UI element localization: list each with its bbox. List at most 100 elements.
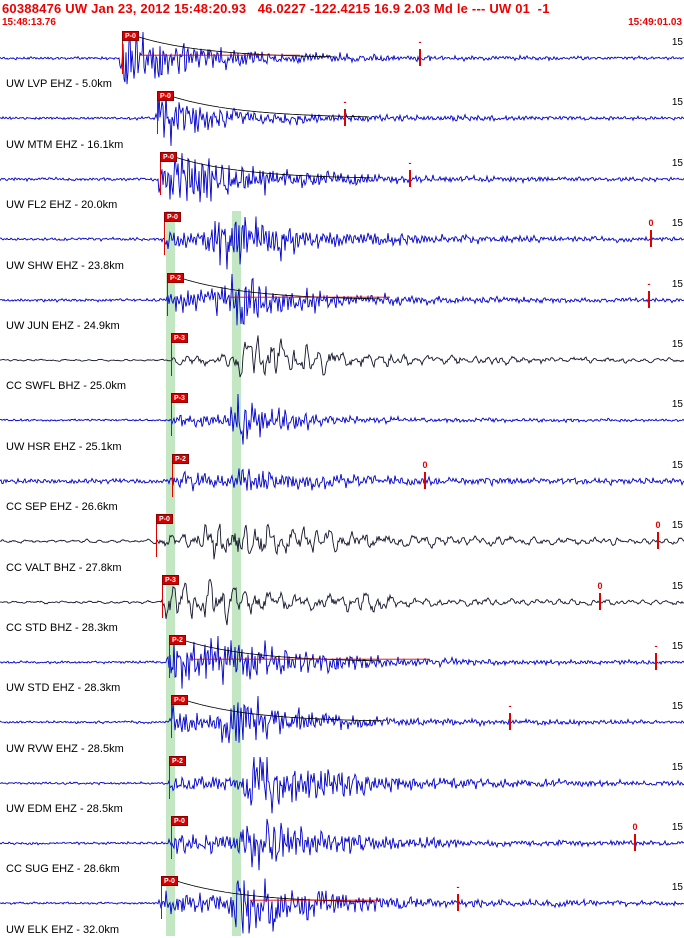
p-pick-flag[interactable]: P-3: [171, 393, 188, 404]
arrival-window-band: [166, 271, 175, 332]
waveform[interactable]: [0, 815, 684, 875]
coda-pick-label: 0: [422, 459, 428, 470]
waveform[interactable]: [0, 392, 684, 452]
station-label: UW STD EHZ - 28.3km: [6, 682, 121, 695]
row-time-label: 15: [671, 338, 683, 350]
waveform[interactable]: [0, 694, 684, 754]
seismogram-trace-row[interactable]: P-0 - UW MTM EHZ - 16.1km 15: [0, 90, 684, 151]
arrival-window-band: [166, 694, 175, 755]
seismogram-trace-row[interactable]: P-0 0 CC VALT BHZ - 27.8km 15: [0, 513, 684, 574]
p-pick-flag[interactable]: P-3: [171, 332, 188, 343]
p-pick-flag[interactable]: P-0: [157, 91, 174, 102]
coda-pick-mark[interactable]: [599, 592, 601, 610]
p-pick-flag[interactable]: P-0: [156, 514, 173, 525]
coda-pick-mark[interactable]: [509, 713, 511, 731]
row-time-label: 15: [671, 822, 683, 834]
coda-pick-mark[interactable]: [655, 652, 657, 670]
row-time-label: 15: [671, 520, 683, 532]
coda-pick-label: 0: [648, 218, 654, 229]
station-label: UW RVW EHZ - 28.5km: [6, 742, 124, 755]
waveform[interactable]: [0, 151, 684, 211]
seismogram-trace-row[interactable]: P-0 0 CC SUG EHZ - 28.6km 15: [0, 815, 684, 876]
p-pick-flag[interactable]: P-2: [169, 755, 186, 766]
p-pick-flag[interactable]: P-2: [172, 453, 189, 464]
p-pick-flag[interactable]: P-0: [160, 151, 177, 162]
p-pick-flag[interactable]: P-0: [171, 816, 188, 827]
coda-pick-mark[interactable]: [648, 290, 650, 308]
arrival-window-band: [166, 452, 175, 514]
p-pick-line[interactable]: [156, 515, 157, 558]
coda-pick-mark[interactable]: [457, 894, 459, 912]
seismogram-trace-row[interactable]: P-3 CC SWFL BHZ - 25.0km 15: [0, 331, 684, 393]
time-axis-header: 15:48:13.76 15:49:01.03: [2, 17, 682, 28]
coda-pick-label: -: [408, 157, 412, 168]
row-time-label: 15: [671, 278, 683, 290]
p-pick-flag[interactable]: P-0: [122, 31, 139, 41]
p-pick-line[interactable]: [161, 877, 162, 920]
waveform[interactable]: [0, 634, 684, 694]
row-time-label: 15: [671, 157, 683, 169]
p-pick-flag[interactable]: P-0: [161, 876, 178, 887]
p-pick-line[interactable]: [171, 394, 172, 437]
p-pick-line[interactable]: [122, 32, 123, 74]
row-time-label: 15: [671, 97, 683, 109]
station-label: UW JUN EHZ - 24.9km: [6, 319, 120, 332]
coda-pick-mark[interactable]: [424, 471, 426, 489]
waveform[interactable]: [0, 453, 684, 513]
seismogram-trace-row[interactable]: P-2 0 CC SEP EHZ - 26.6km 15: [0, 452, 684, 514]
station-label: UW ELK EHZ - 32.0km: [6, 923, 120, 936]
p-pick-line[interactable]: [167, 273, 168, 316]
p-pick-line[interactable]: [160, 152, 161, 195]
waveform[interactable]: [0, 30, 684, 90]
waveform[interactable]: [0, 332, 684, 392]
p-pick-line[interactable]: [171, 696, 172, 739]
trace-list: P-0 - UW LVP EHZ - 5.0km 15 P-0 - UW MTM…: [0, 30, 684, 936]
p-pick-flag[interactable]: P-0: [164, 212, 181, 223]
seismogram-trace-row[interactable]: P-0 - UW ELK EHZ - 32.0km 15: [0, 875, 684, 936]
arrival-window-band: [232, 633, 241, 695]
p-pick-flag[interactable]: P-3: [162, 574, 179, 585]
waveform[interactable]: [0, 875, 684, 935]
coda-pick-mark[interactable]: [650, 230, 652, 248]
station-label: UW EDM EHZ - 28.5km: [6, 803, 123, 816]
p-pick-flag[interactable]: P-2: [169, 634, 186, 645]
coda-pick-mark[interactable]: [657, 532, 659, 550]
p-pick-flag[interactable]: P-2: [167, 272, 184, 283]
waveform[interactable]: [0, 211, 684, 271]
seismogram-trace-row[interactable]: P-0 - UW FL2 EHZ - 20.0km 15: [0, 151, 684, 211]
seismogram-trace-row[interactable]: P-2 - UW JUN EHZ - 24.9km 15: [0, 271, 684, 332]
seismogram-trace-row[interactable]: P-2 - UW STD EHZ - 28.3km 15: [0, 633, 684, 695]
coda-pick-mark[interactable]: [344, 109, 346, 127]
p-pick-line[interactable]: [172, 454, 173, 497]
waveform[interactable]: [0, 272, 684, 332]
coda-pick-mark[interactable]: [634, 834, 636, 852]
seismogram-trace-row[interactable]: P-0 0 UW SHW EHZ - 23.8km 15: [0, 211, 684, 272]
p-pick-line[interactable]: [169, 635, 170, 678]
p-pick-line[interactable]: [171, 817, 172, 860]
coda-pick-label: -: [418, 37, 422, 47]
p-pick-line[interactable]: [162, 575, 163, 618]
seismogram-trace-row[interactable]: P-3 UW HSR EHZ - 25.1km 15: [0, 392, 684, 453]
waveform[interactable]: [0, 755, 684, 815]
waveform[interactable]: [0, 90, 684, 150]
p-pick-flag[interactable]: P-0: [171, 695, 188, 706]
arrival-window-band: [232, 815, 241, 876]
p-pick-line[interactable]: [164, 213, 165, 256]
seismogram-trace-row[interactable]: P-0 - UW RVW EHZ - 28.5km 15: [0, 694, 684, 755]
waveform[interactable]: [0, 513, 684, 573]
p-pick-line[interactable]: [169, 756, 170, 799]
seismogram-trace-row[interactable]: P-3 0 CC STD BHZ - 28.3km 15: [0, 573, 684, 634]
coda-pick-mark[interactable]: [409, 169, 411, 187]
seismogram-trace-row[interactable]: P-2 UW EDM EHZ - 28.5km 15: [0, 754, 684, 816]
coda-pick-label: -: [647, 278, 651, 289]
coda-pick-mark[interactable]: [419, 49, 421, 66]
waveform[interactable]: [0, 574, 684, 634]
row-time-label: 15: [671, 701, 683, 713]
station-label: UW FL2 EHZ - 20.0km: [6, 199, 118, 212]
seismogram-trace-row[interactable]: P-0 - UW LVP EHZ - 5.0km 15: [0, 30, 684, 90]
p-pick-line[interactable]: [157, 92, 158, 135]
station-label: CC VALT BHZ - 27.8km: [6, 561, 122, 574]
p-pick-line[interactable]: [171, 333, 172, 376]
row-time-label: 15: [671, 399, 683, 411]
